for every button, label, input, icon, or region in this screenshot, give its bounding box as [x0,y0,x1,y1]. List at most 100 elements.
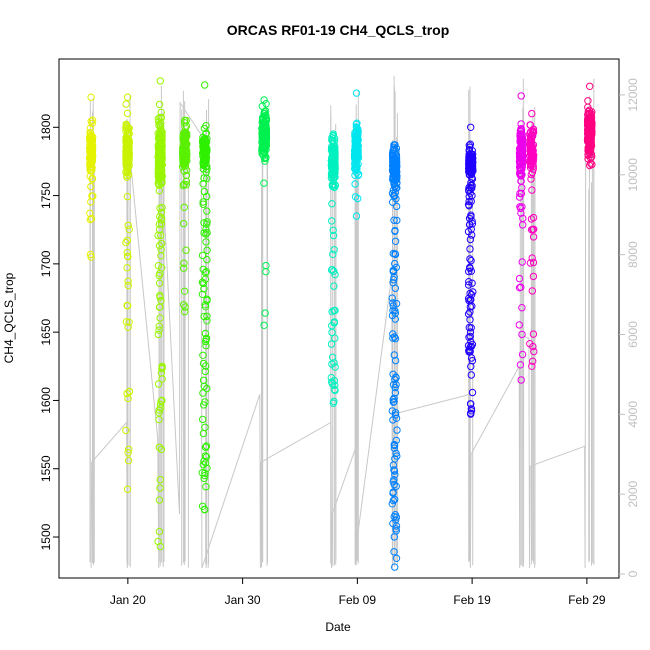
data-point [466,255,474,263]
data-point [123,192,132,201]
data-point [517,92,525,100]
data-point [392,554,401,562]
data-point [390,441,399,450]
data-point [155,527,164,536]
data-point [391,356,400,365]
data-point [89,192,97,200]
data-point [527,215,536,223]
data-point [203,246,211,255]
data-point [526,259,535,267]
data-point [464,227,473,236]
data-point [518,304,526,312]
data-point [517,376,525,384]
data-point [199,279,208,288]
data-point [588,119,596,127]
data-point [87,253,95,261]
data-point [156,475,165,484]
data-point [199,180,207,188]
data-point [465,267,473,276]
data-point [88,116,97,124]
data-points-group [85,77,596,571]
data-point [157,108,165,117]
data-point [389,173,397,181]
data-point [202,459,210,467]
data-point [201,329,210,338]
data-point [122,100,130,108]
data-point [351,193,360,201]
data-point [518,184,526,192]
data-point [329,144,337,152]
data-point [526,141,535,149]
data-point [87,182,95,191]
data-point [198,251,207,260]
data-point [124,277,132,285]
data-point [201,301,210,309]
data-point [527,175,535,183]
data-point [391,495,399,504]
data-point [157,132,166,141]
data-point [526,340,534,348]
data-point [155,409,163,417]
data-point [517,172,525,180]
data-point [157,137,166,145]
data-point [155,322,163,330]
data-point [201,469,209,477]
data-point [392,414,401,422]
series-rf03 [154,77,167,551]
data-point [179,155,187,164]
data-point [351,129,359,137]
data-point [124,456,133,465]
data-point [516,203,524,211]
data-point [529,233,538,241]
data-point [203,192,211,201]
data-point [155,177,163,185]
data-point [156,269,164,278]
data-point [529,258,538,267]
data-point [158,363,166,372]
data-point [180,203,189,212]
data-point [88,152,96,160]
data-point [125,225,133,234]
data-point [391,471,399,479]
data-point [203,229,211,237]
data-point [388,500,396,508]
data-point [529,330,538,338]
data-point [393,172,401,180]
data-point [157,445,166,454]
data-point [122,125,131,133]
data-point [203,165,211,174]
data-point [466,328,475,336]
data-point [519,221,527,229]
data-point [467,400,475,408]
data-point [352,89,361,97]
data-point [154,380,163,388]
y-tick-label: 1650 [39,318,53,345]
data-point [155,326,163,334]
data-point [466,168,474,177]
data-point [467,123,475,132]
data-point [122,160,130,169]
data-point [529,357,537,365]
data-point [199,429,208,438]
data-point [466,189,474,197]
data-point [527,150,535,158]
data-point [392,525,400,533]
data-point [123,264,131,272]
data-point [262,107,270,115]
data-point [393,426,401,434]
data-point [465,168,473,176]
data-point [528,362,536,370]
data-point [587,142,596,150]
data-point [518,350,527,359]
data-point [352,136,361,144]
data-point [125,146,133,154]
data-point [180,219,188,228]
data-point [390,180,398,189]
data-point [517,189,526,198]
data-point [154,330,163,339]
data-point [155,187,164,195]
data-point [393,158,401,166]
data-point [515,274,524,283]
data-point [156,484,164,492]
series-rf04 [178,116,191,316]
